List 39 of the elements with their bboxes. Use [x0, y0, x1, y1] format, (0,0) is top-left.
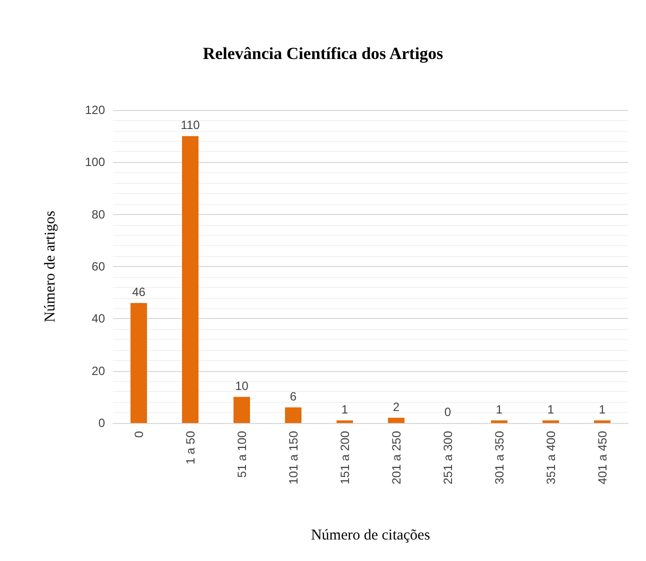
bar — [234, 396, 250, 423]
data-label: 1 — [598, 402, 606, 416]
bar — [336, 420, 353, 423]
bar — [285, 407, 302, 423]
bar — [182, 136, 198, 423]
x-tick-label: 201 a 250 — [389, 430, 404, 484]
data-label: 46 — [132, 285, 146, 300]
bar — [130, 303, 147, 423]
y-tick-label: 120 — [84, 103, 106, 117]
chart-title: Relevância Científica dos Artigos — [202, 44, 444, 63]
x-tick-label: 0 — [132, 430, 146, 438]
y-tick-label: 100 — [84, 155, 106, 170]
data-label: 1 — [496, 402, 503, 416]
data-label: 2 — [392, 400, 400, 414]
y-axis-title: Número de artigos — [42, 210, 58, 322]
data-label: 0 — [444, 405, 452, 419]
y-tick-label: 60 — [92, 260, 106, 274]
data-label: 10 — [235, 378, 249, 393]
y-tick-label: 80 — [92, 207, 106, 222]
data-label: 1 — [547, 402, 554, 416]
y-tick-label: 40 — [92, 312, 106, 326]
x-tick-label: 251 a 300 — [440, 430, 455, 484]
bar — [542, 420, 559, 423]
x-tick-label: 151 a 200 — [338, 430, 352, 484]
x-tick-label: 1 a 50 — [183, 430, 198, 464]
bar — [491, 420, 508, 423]
bar — [388, 418, 404, 423]
data-label: 6 — [290, 389, 297, 404]
bar — [594, 420, 610, 423]
x-axis-title: Número de citações — [310, 528, 430, 544]
x-tick-label: 401 a 450 — [595, 430, 610, 484]
x-tick-label: 101 a 150 — [286, 430, 300, 484]
x-tick-label: 51 a 100 — [234, 430, 249, 478]
x-tick-label: 351 a 400 — [544, 430, 558, 484]
y-tick-label: 20 — [92, 364, 106, 378]
data-label: 110 — [180, 118, 200, 132]
x-tick-label: 301 a 350 — [492, 430, 506, 484]
y-tick-label: 0 — [98, 416, 106, 430]
data-label: 1 — [341, 402, 348, 416]
